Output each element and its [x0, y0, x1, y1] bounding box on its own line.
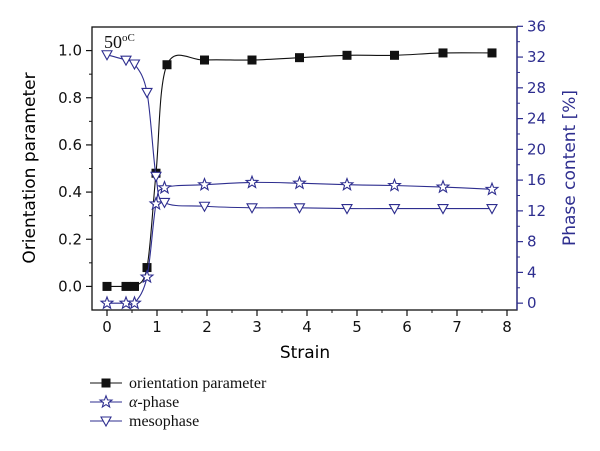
temperature-annotation: 50oC	[104, 32, 135, 52]
y-right-tick-label: 0	[527, 294, 537, 312]
data-point	[293, 203, 306, 214]
y-right-tick-label: 12	[527, 202, 546, 220]
y-right-tick-label: 24	[527, 110, 546, 128]
data-point	[99, 295, 115, 310]
data-point	[142, 263, 152, 273]
x-tick-label: 4	[302, 318, 312, 336]
legend: orientation parameter α-phase mesophase	[90, 375, 267, 430]
x-tick-label: 8	[502, 318, 512, 336]
x-tick-label: 1	[152, 318, 162, 336]
data-point	[130, 281, 139, 291]
x-tick-label: 3	[252, 318, 262, 336]
legend-label: α-phase	[129, 394, 179, 411]
data-point	[484, 181, 500, 196]
data-point	[141, 87, 153, 99]
legend-entry: orientation parameter	[90, 375, 267, 392]
x-tick-label: 0	[102, 318, 112, 336]
data-point	[157, 180, 172, 195]
x-tick-label: 5	[352, 318, 362, 336]
x-tick-label: 7	[452, 318, 462, 336]
data-point	[120, 55, 132, 67]
data-point	[435, 179, 451, 194]
data-point	[162, 60, 172, 70]
data-point	[486, 204, 498, 215]
y-right-tick-label: 36	[527, 17, 546, 35]
y-right-tick-label: 16	[527, 171, 546, 189]
y-left-tick-label: 0.0	[58, 277, 82, 295]
data-point	[388, 204, 401, 215]
plot-frame	[91, 26, 518, 311]
data-point	[437, 204, 449, 215]
x-tick-label: 2	[202, 318, 212, 336]
y-left-axis-ticks: 0.0 0.2 0.4 0.6 0.8 1.0	[58, 42, 92, 295]
y-right-axis-title: Phase content [%]	[560, 90, 580, 246]
legend-label: mesophase	[129, 413, 199, 430]
y-left-tick-label: 0.6	[58, 136, 82, 154]
data-point	[102, 281, 112, 291]
data-point	[487, 48, 497, 58]
data-point	[295, 53, 304, 63]
y-right-tick-label: 4	[527, 263, 537, 281]
series-2	[101, 50, 498, 215]
data-point	[244, 174, 260, 189]
data-point	[341, 204, 353, 215]
legend-label: orientation parameter	[129, 375, 267, 392]
legend-entry: α-phase	[90, 394, 179, 411]
series-0	[102, 48, 497, 291]
data-point	[387, 177, 402, 192]
data-point	[197, 176, 212, 192]
y-right-tick-label: 8	[527, 233, 537, 251]
y-left-axis-title: Orientation parameter	[20, 72, 40, 263]
data-point	[139, 269, 155, 284]
y-right-tick-label: 20	[527, 140, 546, 158]
x-tick-label: 6	[402, 318, 412, 336]
y-left-tick-label: 0.2	[58, 230, 82, 248]
x-axis-title: Strain	[280, 343, 330, 363]
legend-marker	[101, 378, 111, 388]
series-layer	[99, 48, 500, 310]
data-point	[128, 59, 141, 71]
data-point	[150, 171, 162, 183]
legend-marker	[98, 394, 114, 409]
data-point	[247, 55, 257, 65]
data-point	[121, 281, 131, 291]
data-point	[292, 175, 307, 190]
legend-entry: mesophase	[90, 413, 199, 430]
y-right-tick-label: 28	[527, 79, 546, 97]
legend-marker	[100, 416, 112, 428]
data-point	[438, 48, 448, 58]
data-point	[198, 201, 211, 213]
y-left-tick-label: 1.0	[58, 42, 82, 60]
y-left-tick-label: 0.4	[58, 183, 82, 201]
data-point	[390, 50, 399, 60]
series-1	[99, 174, 500, 310]
data-point	[148, 196, 164, 211]
data-point	[339, 176, 355, 192]
data-point	[200, 55, 209, 65]
series-line	[106, 52, 493, 289]
y-right-tick-label: 32	[527, 48, 546, 66]
data-point	[158, 197, 171, 209]
data-point	[342, 50, 352, 60]
x-axis-ticks: 0 1 2 3 4 5 6 7 8	[102, 310, 512, 336]
data-point	[127, 295, 142, 310]
data-point	[246, 203, 258, 214]
data-point	[101, 50, 113, 61]
y-left-tick-label: 0.8	[58, 89, 82, 107]
y-right-axis-ticks: 0 4 8 12 16 20 24 28 32 36	[517, 17, 546, 312]
